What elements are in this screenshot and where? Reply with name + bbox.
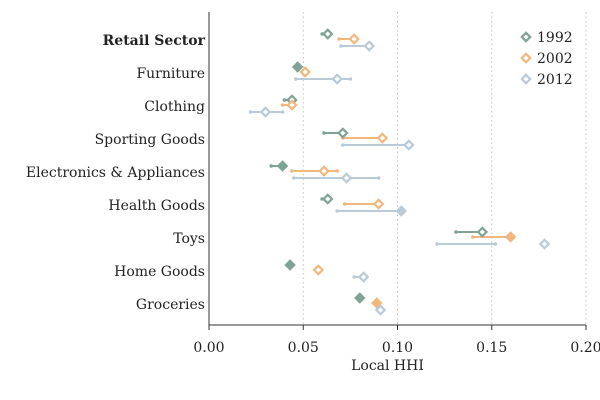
- marker-1992: [321, 193, 334, 205]
- marker-1992: [276, 160, 289, 172]
- range-lines: [248, 32, 511, 279]
- marker-2002: [372, 198, 385, 210]
- marker-1992: [284, 259, 296, 271]
- marker-2012: [374, 304, 387, 316]
- category-labels: Retail Sector Furniture Clothing Sporting G…: [26, 33, 206, 313]
- range-endpoint-2002: [290, 169, 294, 173]
- range-endpoint-2012: [292, 176, 296, 180]
- category-label: Furniture: [136, 66, 205, 82]
- range-endpoint-2012: [493, 242, 498, 246]
- range-endpoint-2002: [342, 202, 347, 206]
- category-label: Electronics & Appliances: [26, 165, 205, 181]
- category-label: Groceries: [136, 297, 205, 313]
- x-tick-label: 0.20: [570, 340, 600, 356]
- marker-2012: [538, 238, 551, 250]
- legend-label: 2002: [537, 51, 573, 67]
- legend-marker-1992: [520, 31, 532, 43]
- x-tick-label: 0.15: [476, 340, 507, 356]
- range-endpoint-2012: [376, 176, 381, 180]
- marker-1992: [476, 226, 489, 238]
- range-endpoint-2012: [341, 143, 345, 147]
- marker-2002: [376, 132, 389, 144]
- category-label: Sporting Goods: [95, 132, 205, 148]
- x-axis-title: Local HHI: [351, 358, 424, 374]
- x-tick-label: 0.05: [288, 340, 319, 356]
- range-endpoint-2002: [471, 235, 475, 239]
- legend-marker-2002: [520, 52, 532, 64]
- x-tick-label: 0.00: [193, 340, 224, 356]
- legend-label: 2012: [537, 72, 573, 88]
- marker-2012: [340, 172, 353, 184]
- marker-2012: [357, 271, 370, 283]
- legend-marker-2012: [520, 73, 532, 85]
- marker-1992: [291, 61, 304, 73]
- range-endpoint-2012: [339, 44, 343, 48]
- range-endpoint-2012: [248, 110, 253, 114]
- x-tick-labels: 0.00 0.05 0.10 0.15 0.20: [193, 325, 600, 356]
- marker-2002: [348, 33, 360, 45]
- range-endpoint-2012: [293, 77, 298, 81]
- category-label: Clothing: [144, 99, 205, 115]
- range-endpoint-2012: [335, 209, 339, 213]
- marker-2002: [299, 66, 311, 78]
- range-endpoint-2012: [348, 77, 353, 81]
- marker-2002: [504, 231, 517, 243]
- range-endpoint-2002: [335, 169, 339, 173]
- marker-2002: [312, 264, 325, 276]
- x-tick-label: 0.10: [382, 340, 413, 356]
- category-label: Retail Sector: [103, 33, 206, 49]
- range-endpoint-2012: [435, 242, 439, 246]
- marker-2002: [371, 297, 383, 309]
- marker-2012: [403, 139, 415, 151]
- legend: 1992 2002 2012: [520, 30, 573, 88]
- marker-1992: [337, 127, 349, 139]
- category-label: Toys: [173, 231, 205, 247]
- range-endpoint-2012: [280, 110, 285, 114]
- range-endpoint-1992: [454, 230, 458, 234]
- range-endpoint-1992: [269, 164, 274, 168]
- marker-1992: [354, 292, 366, 304]
- category-label: Health Goods: [108, 198, 205, 214]
- range-endpoint-2012: [352, 275, 356, 279]
- marker-2012: [395, 205, 408, 217]
- marker-1992: [321, 28, 334, 40]
- category-label: Home Goods: [114, 264, 205, 280]
- marker-2012: [363, 40, 375, 52]
- range-endpoint-2002: [280, 103, 285, 107]
- marker-2012: [259, 106, 272, 118]
- marker-2012: [331, 73, 343, 85]
- markers: [259, 28, 551, 316]
- range-endpoint-1992: [322, 131, 326, 135]
- marker-2002: [286, 99, 298, 111]
- range-endpoint-2002: [337, 37, 341, 41]
- legend-label: 1992: [537, 30, 573, 46]
- range-endpoint-1992: [282, 98, 287, 102]
- marker-2002: [318, 165, 330, 177]
